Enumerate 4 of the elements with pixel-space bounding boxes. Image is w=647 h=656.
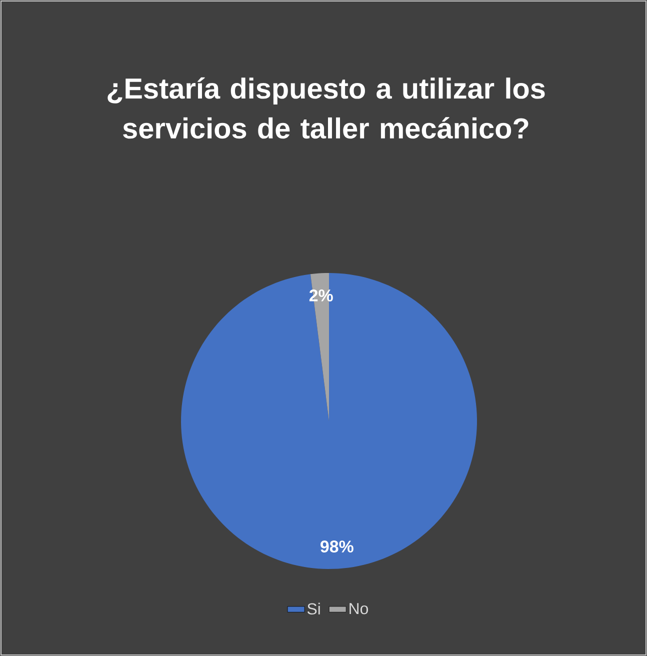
data-label: 98% [320, 540, 354, 553]
legend-label: Si [307, 602, 320, 614]
legend-label: No [350, 603, 368, 614]
chart-title: ¿Estaría dispuesto a utilizar los servicios de taller mecánico? [108, 77, 545, 139]
